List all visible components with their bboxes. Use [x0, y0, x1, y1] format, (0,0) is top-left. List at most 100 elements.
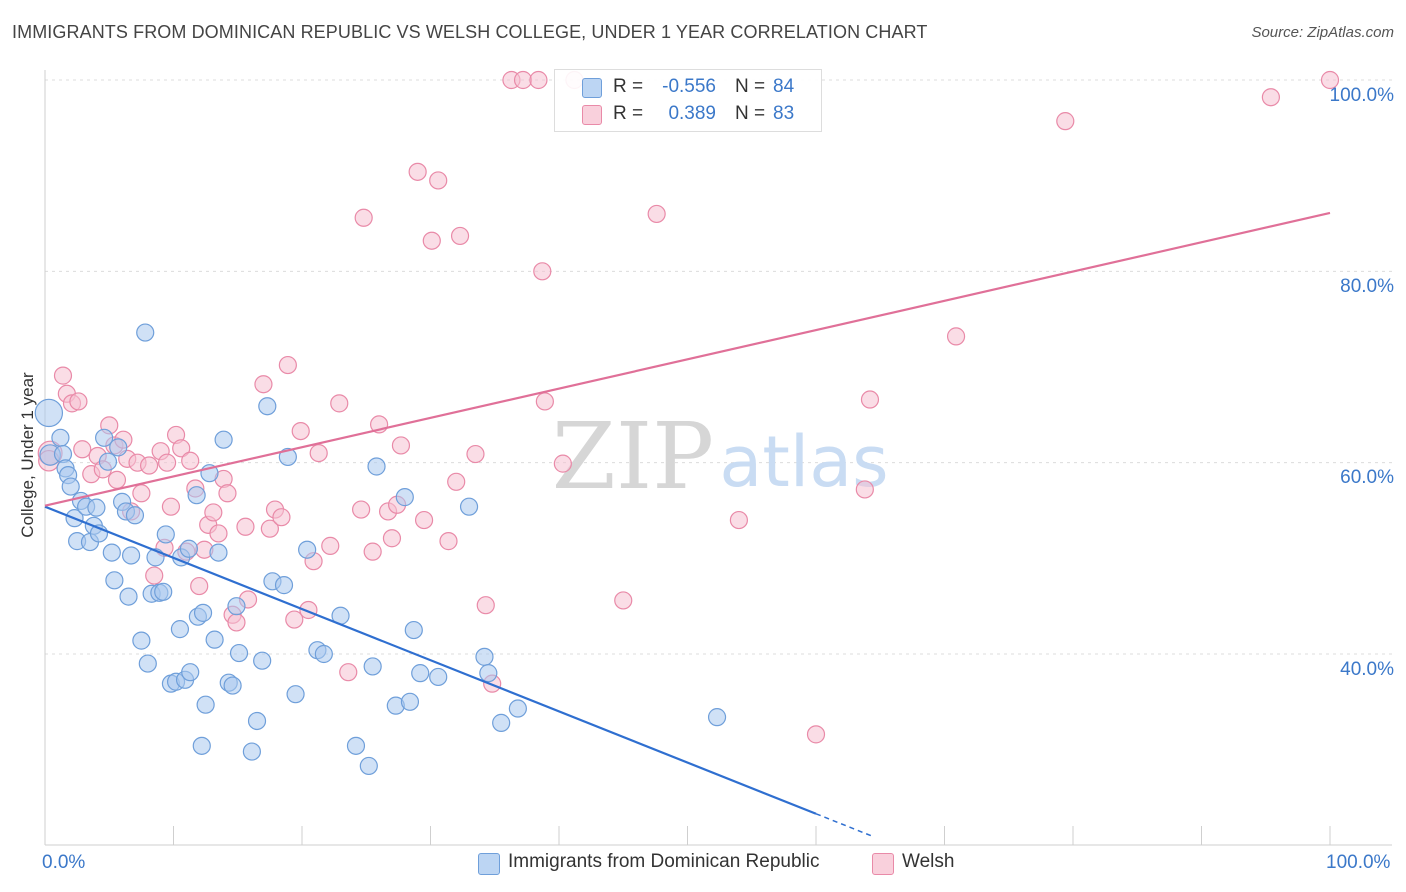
- data-point: [411, 664, 430, 683]
- data-point: [154, 582, 173, 601]
- x-tick-label-min: 0.0%: [42, 852, 86, 873]
- data-point: [193, 603, 213, 622]
- legend-swatch-blue: [478, 853, 500, 875]
- data-point: [529, 70, 548, 90]
- data-point: [98, 452, 118, 471]
- data-point: [439, 532, 458, 551]
- data-point: [855, 480, 874, 499]
- n-value: 83: [773, 103, 795, 124]
- data-point: [161, 497, 181, 516]
- data-point: [298, 540, 317, 559]
- data-point: [223, 676, 242, 695]
- data-point: [105, 571, 124, 590]
- data-point: [258, 397, 277, 416]
- data-point: [363, 657, 382, 676]
- data-point: [382, 529, 402, 548]
- data-point: [447, 472, 466, 491]
- data-point: [181, 663, 200, 682]
- data-point: [414, 510, 434, 530]
- data-point: [236, 517, 255, 536]
- data-point: [179, 539, 199, 558]
- data-point: [51, 428, 70, 447]
- data-point: [291, 421, 310, 441]
- data-point: [278, 447, 297, 467]
- watermark-zip: ZIP: [552, 403, 714, 510]
- data-point: [190, 576, 209, 596]
- data-point: [492, 713, 511, 732]
- data-point: [1261, 88, 1280, 107]
- trend-line-dominican: [44, 505, 817, 815]
- data-point: [330, 394, 349, 413]
- data-point: [367, 457, 386, 476]
- data-point: [286, 685, 305, 704]
- data-point: [513, 70, 533, 90]
- x-tick-label-max: 100.0%: [1326, 852, 1391, 873]
- data-point: [119, 587, 138, 606]
- data-point: [354, 208, 373, 227]
- r-label: R =: [613, 76, 644, 97]
- legend-swatch-blue: [582, 78, 602, 98]
- data-point: [205, 630, 224, 649]
- data-point: [187, 486, 206, 505]
- data-point: [132, 484, 151, 503]
- data-point: [136, 323, 155, 342]
- data-point: [61, 477, 80, 496]
- data-point: [87, 498, 106, 517]
- data-point: [181, 451, 200, 470]
- data-point: [429, 667, 448, 687]
- chart-source: Source: ZipAtlas.com: [1251, 24, 1394, 41]
- data-point: [429, 171, 448, 190]
- n-label: N =: [735, 103, 766, 124]
- data-point: [209, 543, 228, 562]
- data-point: [476, 596, 495, 615]
- legend-label: Immigrants from Dominican Republic: [508, 851, 820, 872]
- stats-row-welsh: R = 0.389 N = 83: [555, 101, 821, 127]
- data-point: [466, 444, 485, 464]
- welsh-points: [37, 70, 1340, 744]
- data-point: [204, 503, 223, 522]
- data-point: [242, 742, 261, 761]
- data-point: [172, 439, 191, 458]
- data-point: [121, 546, 141, 565]
- legend-label: Welsh: [902, 851, 955, 872]
- data-point: [352, 500, 371, 519]
- n-value: 84: [773, 76, 795, 97]
- y-tick-label-60: 60.0%: [1340, 467, 1394, 488]
- chart-title: IMMIGRANTS FROM DOMINICAN REPUBLIC VS WE…: [12, 22, 928, 42]
- data-point: [192, 736, 211, 755]
- data-point: [475, 647, 494, 666]
- data-point: [156, 525, 175, 544]
- data-point: [138, 654, 157, 673]
- data-point: [53, 366, 73, 385]
- data-point: [170, 620, 190, 639]
- data-point: [729, 510, 749, 530]
- data-point: [254, 375, 273, 394]
- data-point: [614, 591, 633, 610]
- watermark: ZIP atlas: [552, 403, 889, 510]
- data-point: [946, 327, 966, 346]
- trend-lines: [44, 211, 1331, 838]
- data-point: [346, 736, 366, 755]
- dominican-points: [34, 323, 727, 776]
- trend-line-welsh: [44, 211, 1331, 507]
- data-point: [508, 699, 527, 718]
- y-tick-label-80: 80.0%: [1340, 276, 1394, 297]
- data-point: [278, 355, 297, 375]
- data-point: [196, 695, 215, 714]
- data-point: [321, 536, 340, 555]
- data-point: [272, 508, 291, 527]
- data-point: [260, 519, 279, 538]
- data-point: [479, 664, 498, 683]
- data-point: [363, 542, 382, 561]
- legend-swatch-pink: [872, 853, 894, 875]
- y-tick-label-100: 100.0%: [1329, 85, 1394, 106]
- data-point: [229, 643, 249, 663]
- data-point: [157, 453, 177, 472]
- r-value: -0.556: [662, 76, 716, 97]
- data-point: [209, 524, 228, 543]
- data-point: [533, 262, 552, 281]
- data-point: [535, 392, 554, 411]
- y-tick-label-40: 40.0%: [1340, 659, 1394, 680]
- r-label: R =: [613, 103, 644, 124]
